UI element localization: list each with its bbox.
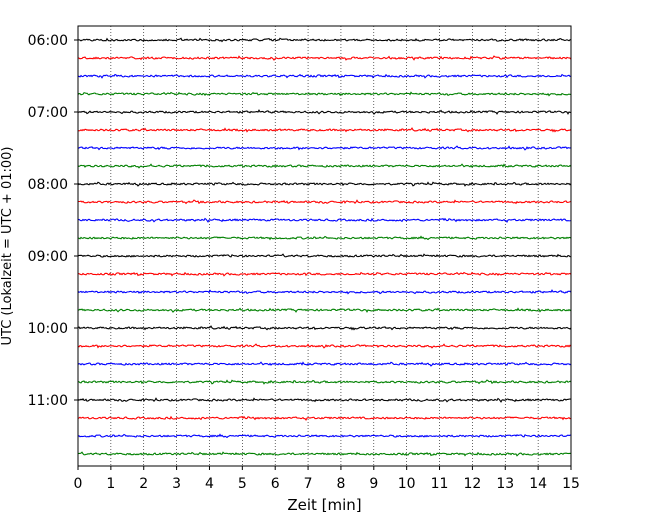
trace-16 (77, 307, 572, 313)
trace-13 (77, 253, 572, 258)
x-tick-label-11: 11 (431, 476, 449, 492)
trace-8 (77, 163, 572, 169)
y-tick-label-07:00: 07:00 (28, 105, 68, 121)
trace-21 (77, 397, 572, 403)
x-tick-label-8: 8 (336, 476, 345, 492)
trace-17 (77, 325, 572, 331)
trace-5 (77, 109, 572, 115)
trace-20 (77, 379, 572, 385)
x-tick-label-2: 2 (139, 476, 148, 492)
trace-6 (77, 127, 572, 133)
trace-14 (77, 271, 572, 277)
trace-1 (77, 37, 572, 43)
y-tick-label-11:00: 11:00 (28, 393, 68, 409)
trace-15 (77, 289, 572, 295)
trace-22 (77, 415, 572, 421)
x-tick-label-4: 4 (205, 476, 214, 492)
trace-9 (77, 181, 572, 187)
trace-24 (77, 451, 572, 457)
trace-18 (77, 343, 572, 349)
x-tick-label-12: 12 (463, 476, 481, 492)
x-tick-label-1: 1 (106, 476, 115, 492)
plot-frame (77, 25, 572, 467)
y-axis-label: UTC (Lokalzeit = UTC + 01:00) (0, 147, 15, 346)
y-tick-label-06:00: 06:00 (28, 33, 68, 49)
trace-3 (77, 73, 572, 79)
x-tick-label-3: 3 (172, 476, 181, 492)
x-tick-label-9: 9 (369, 476, 378, 492)
trace-12 (77, 235, 572, 241)
y-tick-label-09:00: 09:00 (28, 249, 68, 265)
x-tick-label-15: 15 (562, 476, 580, 492)
x-tick-label-6: 6 (271, 476, 280, 492)
x-tick-label-5: 5 (238, 476, 247, 492)
x-tick-label-7: 7 (304, 476, 313, 492)
trace-23 (77, 433, 572, 439)
minute-gridlines (110, 26, 539, 466)
trace-19 (77, 361, 572, 367)
trace-7 (77, 145, 572, 151)
x-tick-label-0: 0 (74, 476, 83, 492)
seismic-traces (77, 37, 572, 457)
trace-4 (77, 91, 572, 97)
y-tick-label-08:00: 08:00 (28, 177, 68, 193)
x-axis-ticks: 0 1 2 3 4 5 6 7 8 9 10 11 12 13 14 15 (74, 466, 580, 492)
x-tick-label-14: 14 (529, 476, 547, 492)
x-axis-label: Zeit [min] (287, 496, 361, 514)
x-tick-label-13: 13 (496, 476, 514, 492)
trace-2 (77, 55, 572, 61)
y-tick-label-10:00: 10:00 (28, 321, 68, 337)
y-axis-ticks: 06:00 07:00 08:00 09:00 10:00 11:00 (28, 33, 78, 409)
x-tick-label-10: 10 (398, 476, 416, 492)
trace-11 (77, 217, 571, 223)
trace-10 (77, 199, 572, 205)
